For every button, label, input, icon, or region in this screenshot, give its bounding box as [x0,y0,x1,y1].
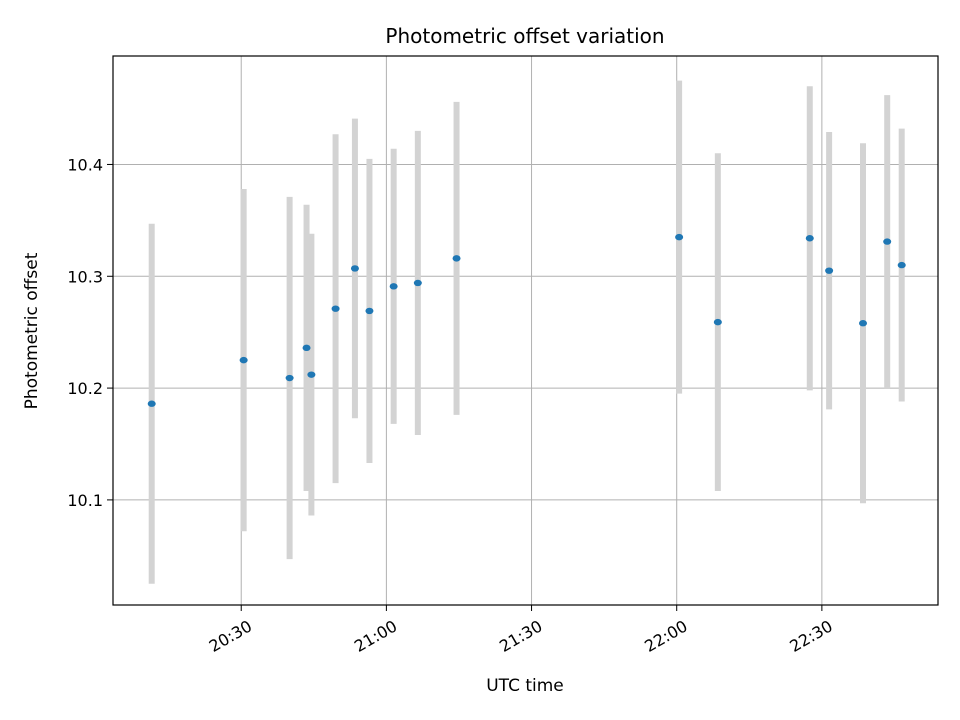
y-tick-label: 10.2 [67,379,103,398]
y-tick-label: 10.4 [67,155,103,174]
chart-title: Photometric offset variation [385,24,664,48]
data-point [285,374,294,382]
data-point [452,255,461,262]
grid-layer [113,56,938,605]
data-point [239,356,248,364]
y-axis-label: Photometric offset [22,252,42,409]
plot-area-frame [112,55,939,606]
data-point [805,235,814,242]
data-point [713,318,722,326]
data-point [147,400,156,407]
data-point [302,344,311,352]
data-point [883,238,892,245]
data-point [825,267,834,274]
data-point [675,233,684,241]
x-axis-label: UTC time [486,676,564,696]
data-point [365,307,374,315]
data-point [350,265,359,272]
y-tick-label: 10.3 [67,267,103,286]
point-layer [147,233,906,407]
data-point [331,305,340,312]
data-point [897,261,906,269]
data-point [859,320,867,327]
data-point [307,371,316,378]
data-point [389,283,398,290]
data-point [413,279,422,287]
y-tick-label: 10.1 [67,491,103,510]
